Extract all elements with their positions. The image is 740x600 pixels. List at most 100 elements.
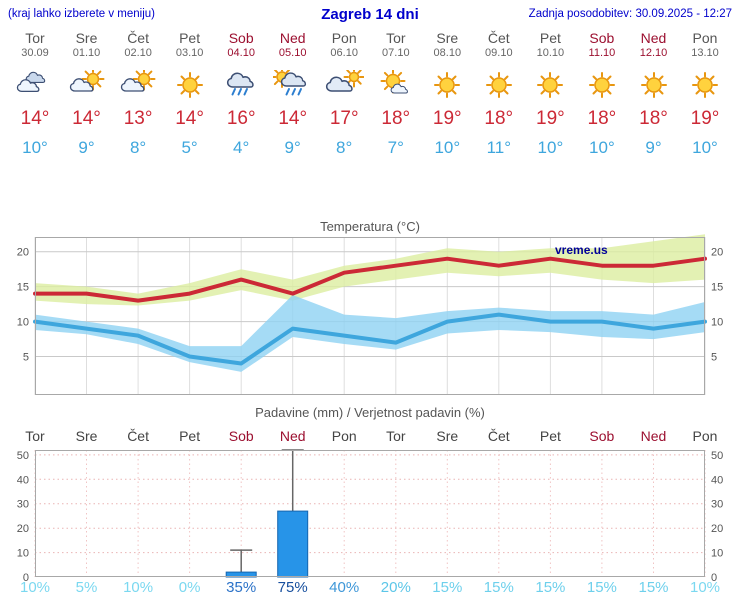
low-temp: 4° (233, 138, 250, 157)
low-temp: 9° (78, 138, 95, 157)
y-axis-tick: 30 (711, 499, 723, 511)
temperature-chart-title: Temperatura (°C) (320, 219, 420, 234)
precip-day-label: Ned (640, 428, 667, 444)
low-temp: 10° (692, 138, 718, 157)
high-temp: 16° (226, 108, 256, 129)
y-axis-tick: 5 (711, 352, 717, 364)
precip-day-label: Čet (487, 428, 510, 444)
sunny-icon (677, 70, 733, 100)
precip-probability-value: 15% (586, 579, 617, 596)
day-date: 01.10 (72, 47, 101, 59)
sunny-icon (471, 70, 527, 100)
precip-day-label: Tor (25, 428, 45, 444)
forecast-day-column[interactable]: Sob 11.10 18° 10° (574, 30, 630, 158)
precip-probability-value: 10% (123, 579, 154, 596)
day-date: 03.10 (175, 47, 204, 59)
high-temp: 19° (432, 108, 462, 129)
forecast-day-column[interactable]: Ned 12.10 18° 9° (626, 30, 682, 158)
forecast-day-column[interactable]: Pon 06.10 17° 8° (316, 30, 372, 158)
forecast-day-column[interactable]: Čet 09.10 18° 11° (471, 30, 527, 158)
high-temp: 14° (72, 108, 101, 129)
day-name: Sob (589, 30, 615, 46)
y-axis-tick: 40 (17, 474, 29, 486)
precip-day-label: Sob (228, 428, 254, 444)
forecast-day-column[interactable]: Tor 07.10 18° 7° (368, 30, 424, 158)
sunny-icon (574, 70, 630, 100)
day-name: Sre (75, 30, 98, 46)
high-temp: 19° (690, 108, 720, 129)
low-temp: 8° (336, 138, 353, 157)
y-axis-tick: 15 (711, 282, 723, 294)
precip-day-label: Pet (539, 428, 561, 444)
forecast-day-column[interactable]: Tor 30.09 14° 10° (7, 30, 63, 158)
precipitation-chart-title: Padavine (mm) / Verjetnost padavin (%) (255, 405, 485, 420)
forecast-day-column[interactable]: Sre 08.10 19° 10° (419, 30, 475, 158)
day-name: Sre (436, 30, 459, 46)
precip-probability-value: 75% (277, 579, 308, 596)
precip-probability-value: 15% (535, 579, 566, 596)
forecast-day-column[interactable]: Čet 02.10 13° 8° (110, 30, 166, 158)
y-axis-tick: 10 (711, 317, 723, 329)
precip-probability-value: 10% (689, 579, 721, 596)
precip-probability-value: 15% (483, 579, 514, 596)
precip-probability-value: 40% (329, 579, 360, 596)
day-name: Pon (692, 30, 718, 46)
day-date: 13.10 (691, 47, 719, 59)
y-axis-tick: 10 (17, 317, 29, 329)
forecast-day-column[interactable]: Sob 04.10 16° 4° (213, 30, 269, 158)
high-temp: 14° (175, 108, 204, 129)
day-date: 07.10 (382, 47, 410, 59)
sunny-icon (162, 70, 218, 100)
day-date: 12.10 (639, 47, 668, 59)
day-name: Sob (228, 30, 254, 46)
low-temp: 11° (486, 138, 512, 157)
forecast-day-column[interactable]: Ned 05.10 14° 9° (265, 30, 321, 158)
precip-day-label: Ned (279, 428, 306, 444)
y-axis-tick: 5 (23, 352, 29, 364)
day-name: Ned (279, 30, 306, 46)
forecast-day-column[interactable]: Sre 01.10 14° 9° (59, 30, 115, 158)
high-temp: 18° (587, 108, 617, 129)
location-menu-note: (kraj lahko izberete v meniju) (8, 8, 156, 20)
partly-cloudy-icon (59, 67, 115, 100)
y-axis-tick: 20 (711, 523, 723, 535)
precip-day-label: Sob (589, 428, 615, 444)
y-axis-tick: 10 (17, 548, 29, 560)
high-temp: 14° (278, 108, 308, 129)
high-temp: 18° (484, 108, 514, 129)
y-axis-tick: 20 (711, 247, 723, 259)
precip-probability-row: 10% 5% 10% 0% 35% 75% 40% 20% 15% 15% 15% 15% 15% 10% (0, 579, 740, 597)
precip-probability-value: 35% (226, 579, 257, 596)
precip-probability-value: 5% (75, 579, 98, 596)
y-axis-tick: 50 (17, 450, 29, 462)
precip-day-label: Pet (179, 428, 201, 444)
day-date: 11.10 (588, 47, 616, 59)
sunny-icon (626, 70, 682, 100)
y-axis-tick: 10 (711, 548, 723, 560)
sunny-icon (522, 70, 578, 100)
y-axis-tick: 40 (711, 474, 723, 486)
forecast-day-column[interactable]: Pet 03.10 14° 5° (162, 30, 218, 158)
forecast-day-column[interactable]: Pon 13.10 19° 10° (677, 30, 733, 158)
day-name: Pet (539, 30, 561, 46)
precip-day-label: Pon (692, 428, 718, 444)
low-temp: 9° (284, 138, 301, 157)
high-temp: 14° (20, 108, 50, 129)
day-name: Pet (179, 30, 201, 46)
temperature-chart: vreme.us 5 5 10 10 15 15 20 20 (17, 234, 723, 395)
day-date: 02.10 (124, 47, 152, 59)
forecast-day-column[interactable]: Pet 10.10 19° 10° (522, 30, 578, 158)
cloudy-icon (7, 70, 63, 100)
precip-day-label: Pon (331, 428, 357, 444)
y-axis-tick: 20 (17, 523, 29, 535)
low-temp: 10° (589, 138, 615, 157)
precip-probability-value: 0% (178, 579, 201, 596)
forecast-row: Tor 30.09 14° 10° Sre 01.10 14° 9° Čet 02.10 13° 8°… (0, 30, 740, 175)
precip-probability-value: 15% (638, 579, 669, 596)
header: (kraj lahko izberete v meniju) Zagreb 14… (0, 5, 740, 25)
day-name: Čet (127, 30, 149, 46)
precip-probability-value: 15% (432, 579, 463, 596)
y-axis-tick: 50 (711, 450, 723, 462)
page-title: Zagreb 14 dni (321, 6, 419, 23)
